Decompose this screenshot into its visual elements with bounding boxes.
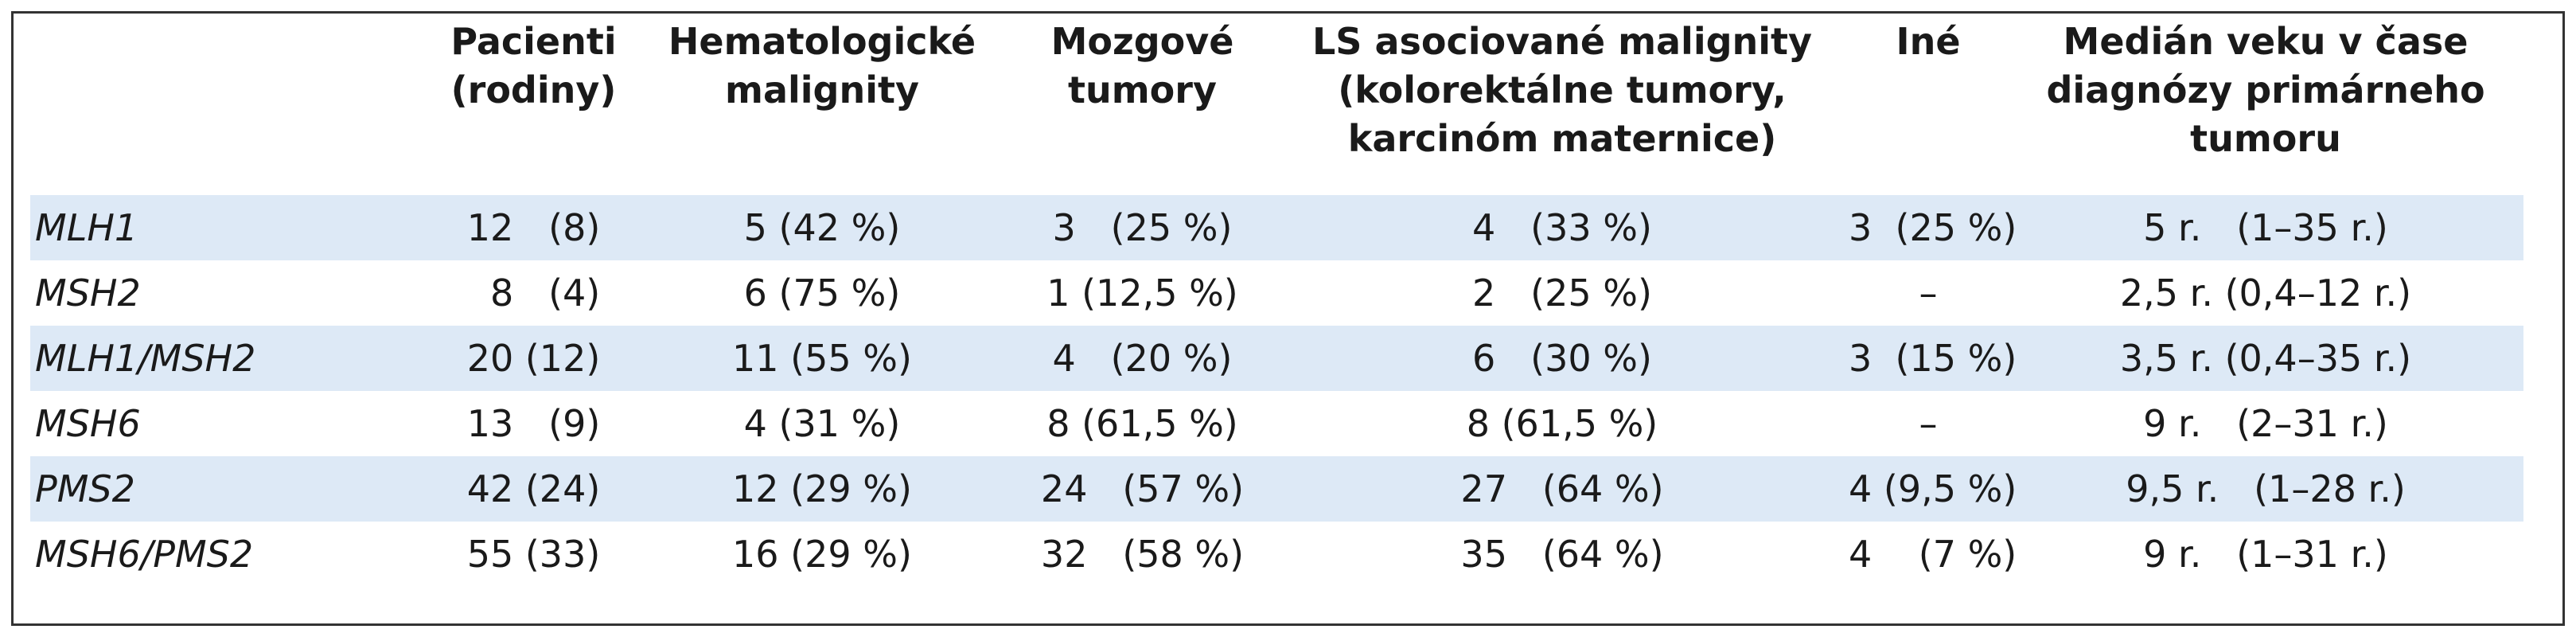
cell-patients: 13 (9) bbox=[466, 402, 601, 445]
cell-brain: 1 (12,5 %) bbox=[1046, 272, 1238, 315]
cell-median-age: 9,5 r. (1–28 r.) bbox=[2008, 456, 2523, 522]
cell-hematologic: 5 (42 %) bbox=[635, 195, 1009, 260]
cell-median-age: 3,5 r. (0,4–35 r.) bbox=[2008, 326, 2523, 391]
table-frame bbox=[11, 11, 2565, 626]
table-row: MSH6/PMS2 55 (33) 16 (29 %) 32 (58 %) 35… bbox=[30, 522, 2523, 587]
table-header: Pacienti (rodiny) Hematologické malignit… bbox=[30, 18, 2523, 195]
cell-brain: 8 (61,5 %) bbox=[1046, 402, 1238, 445]
header-other: Iné bbox=[1896, 20, 1961, 63]
cell-brain: 3 (25 %) bbox=[1009, 195, 1276, 260]
cell-ls: 2 (25 %) bbox=[1472, 272, 1652, 315]
header-brain: Mozgové tumory bbox=[1050, 20, 1234, 111]
table-row: MLH1/MSH2 20 (12) 11 (55 %) 4 (20 %) 6 (… bbox=[30, 326, 2523, 391]
cell-other: – bbox=[1919, 272, 1938, 315]
cell-gene: MLH1/MSH2 bbox=[30, 326, 432, 391]
cell-other: 4 (7 %) bbox=[1849, 533, 2017, 576]
cell-patients: 42 (24) bbox=[432, 456, 635, 522]
cell-other: 3 (15 %) bbox=[1849, 326, 2017, 391]
cell-gene: MSH2 bbox=[35, 272, 141, 315]
table-row: PMS2 42 (24) 12 (29 %) 24 (57 %) 27 (64 … bbox=[30, 456, 2523, 522]
cell-ls: 35 (64 %) bbox=[1460, 533, 1664, 576]
header-patients: Pacienti (rodiny) bbox=[450, 20, 617, 111]
cell-ls: 8 (61,5 %) bbox=[1466, 402, 1658, 445]
cell-gene: PMS2 bbox=[30, 456, 432, 522]
cell-gene: MSH6/PMS2 bbox=[35, 533, 254, 576]
table-row: MLH1 12 (8) 5 (42 %) 3 (25 %) 4 (33 %) 3… bbox=[30, 195, 2523, 260]
cell-other: 4 (9,5 %) bbox=[1849, 456, 2017, 522]
cell-brain: 24 (57 %) bbox=[1009, 456, 1276, 522]
cell-brain: 4 (20 %) bbox=[1009, 326, 1276, 391]
cell-ls: 27 (64 %) bbox=[1276, 456, 1849, 522]
cell-hematologic: 4 (31 %) bbox=[743, 402, 901, 445]
cell-hematologic: 11 (55 %) bbox=[635, 326, 1009, 391]
cell-gene: MSH6 bbox=[35, 402, 141, 445]
cell-median-age: 9 r. (1–31 r.) bbox=[2143, 533, 2388, 576]
cell-hematologic: 16 (29 %) bbox=[732, 533, 912, 576]
header-ls: LS asociované malignity (kolorektálne tu… bbox=[1311, 20, 1813, 160]
header-median-age: Medián veku v čase diagnózy primárneho t… bbox=[2046, 20, 2485, 160]
cell-ls: 6 (30 %) bbox=[1276, 326, 1849, 391]
cell-patients: 12 (8) bbox=[432, 195, 635, 260]
cell-median-age: 5 r. (1–35 r.) bbox=[2008, 195, 2523, 260]
cell-other: 3 (25 %) bbox=[1849, 195, 2017, 260]
table-body: MLH1 12 (8) 5 (42 %) 3 (25 %) 4 (33 %) 3… bbox=[30, 195, 2523, 587]
data-table: Pacienti (rodiny) Hematologické malignit… bbox=[30, 18, 2523, 587]
header-hematologic: Hematologické malignity bbox=[668, 20, 976, 111]
cell-patients: 8 (4) bbox=[466, 272, 601, 315]
cell-gene: MLH1 bbox=[30, 195, 432, 260]
cell-patients: 55 (33) bbox=[466, 533, 601, 576]
table-row: MSH6 13 (9) 4 (31 %) 8 (61,5 %) 8 (61,5 … bbox=[30, 391, 2523, 456]
cell-ls: 4 (33 %) bbox=[1276, 195, 1849, 260]
cell-hematologic: 6 (75 %) bbox=[743, 272, 901, 315]
cell-median-age: 2,5 r. (0,4–12 r.) bbox=[2119, 272, 2412, 315]
cell-median-age: 9 r. (2–31 r.) bbox=[2143, 402, 2388, 445]
cell-hematologic: 12 (29 %) bbox=[635, 456, 1009, 522]
cell-other: – bbox=[1919, 402, 1938, 445]
cell-brain: 32 (58 %) bbox=[1040, 533, 1245, 576]
header-gene bbox=[30, 18, 432, 195]
cell-patients: 20 (12) bbox=[432, 326, 635, 391]
table-row: MSH2 8 (4) 6 (75 %) 1 (12,5 %) 2 (25 %) … bbox=[30, 260, 2523, 326]
